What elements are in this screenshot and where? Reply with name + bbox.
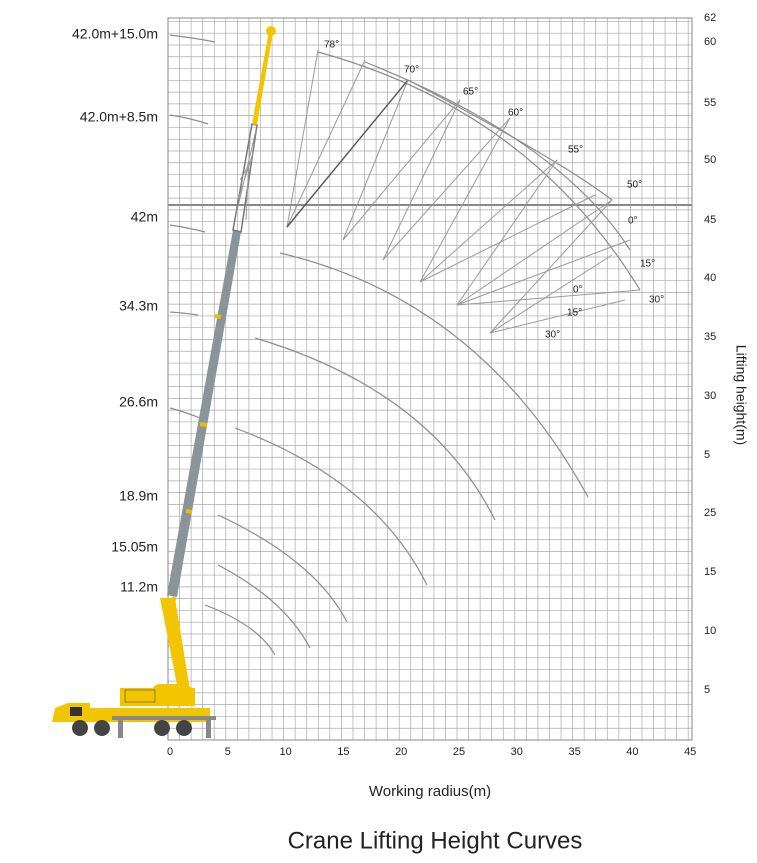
x-label: 45 <box>684 746 696 758</box>
y-label: 10 <box>704 625 716 637</box>
curve <box>204 604 276 656</box>
curve <box>234 427 428 586</box>
curve <box>254 337 496 521</box>
boom-label: 26.6m <box>119 394 158 410</box>
y-label: 60 <box>704 36 716 48</box>
angle-labels: 78° 70° 65° 60° 55° 50° 0° 15° 30° 0° 15… <box>324 40 664 341</box>
y-label: 50 <box>704 154 716 166</box>
y-axis-title: Lifting height(m) <box>733 345 749 445</box>
y-label: 5 <box>704 449 710 461</box>
x-label: 10 <box>279 746 291 758</box>
fan-line <box>342 99 461 241</box>
x-label: 5 <box>225 746 231 758</box>
boom-label: 42.0m+15.0m <box>72 26 158 42</box>
fan-line <box>342 79 409 241</box>
y-label: 45 <box>704 214 716 226</box>
x-label: 0 <box>167 746 173 758</box>
angle-label: 15° <box>567 308 582 319</box>
angle-label: 0° <box>628 216 638 227</box>
boom-label: 18.9m <box>119 488 158 504</box>
grid-border <box>167 17 693 741</box>
curve <box>279 252 589 498</box>
x-label: 40 <box>626 746 638 758</box>
y-label: 35 <box>704 331 716 343</box>
title: Crane Lifting Height Curves <box>288 827 583 854</box>
sheave <box>266 26 276 36</box>
boom-label: 42m <box>131 209 158 225</box>
fan-line <box>382 117 511 261</box>
boom-label: 42.0m+8.5m <box>80 109 158 125</box>
angle-label: 55° <box>568 145 583 156</box>
angle-label: 0° <box>573 285 583 296</box>
y-label: 62 <box>704 12 716 24</box>
grid <box>167 17 693 741</box>
fan-line <box>489 199 613 334</box>
fan-line <box>286 49 319 228</box>
angle-label: 60° <box>508 108 523 119</box>
angle-label: 30° <box>545 330 560 341</box>
fan-line <box>489 299 626 334</box>
boom-labels: 42.0m+15.0m 42.0m+8.5m 42m 34.3m 26.6m 1… <box>72 26 158 595</box>
x-label: 20 <box>395 746 407 758</box>
angle-label: 30° <box>649 295 664 306</box>
x-label: 15 <box>337 746 349 758</box>
fan-line <box>382 99 461 261</box>
fan-line <box>456 159 558 306</box>
angle-label: 50° <box>627 180 642 191</box>
fan-line <box>419 159 558 283</box>
boom-label: 11.2m <box>120 579 158 595</box>
fan-line <box>456 289 641 306</box>
boom-label: 15.05m <box>111 539 158 555</box>
fan-line <box>489 254 613 334</box>
height-curves <box>169 34 641 656</box>
x-axis-title: Working radius(m) <box>369 783 491 800</box>
curve <box>169 114 209 125</box>
curve <box>169 407 201 419</box>
fan-line <box>419 194 596 283</box>
x-labels: 0 5 10 15 20 25 30 35 40 45 <box>167 746 696 758</box>
y-label: 30 <box>704 390 716 402</box>
fan-line <box>286 59 366 228</box>
curve <box>169 224 206 233</box>
y-label: 25 <box>704 507 716 519</box>
y-labels: 62 60 55 50 45 40 35 30 5 25 15 10 5 <box>704 12 716 696</box>
y-label: 15 <box>704 566 716 578</box>
fan-line <box>456 239 631 306</box>
curve <box>169 34 216 43</box>
x-label: 35 <box>568 746 580 758</box>
boom-label: 34.3m <box>119 298 158 314</box>
y-label: 55 <box>704 97 716 109</box>
jib-fans <box>286 49 641 334</box>
angle-label: 15° <box>640 259 655 270</box>
curve <box>217 564 311 649</box>
curve <box>217 514 348 623</box>
x-label: 25 <box>453 746 465 758</box>
y-label: 5 <box>704 684 710 696</box>
y-label: 40 <box>704 272 716 284</box>
angle-label: 78° <box>324 40 339 51</box>
curve <box>317 51 641 291</box>
angle-label: 70° <box>404 65 419 76</box>
fan-line <box>419 117 511 283</box>
curve <box>407 79 613 201</box>
fly-jib <box>252 31 273 125</box>
fan-line <box>456 199 613 306</box>
angle-label: 65° <box>463 87 478 98</box>
boom <box>167 230 241 597</box>
x-label: 30 <box>511 746 523 758</box>
crane <box>52 26 276 738</box>
fan-line <box>286 79 409 228</box>
curve <box>169 311 199 316</box>
